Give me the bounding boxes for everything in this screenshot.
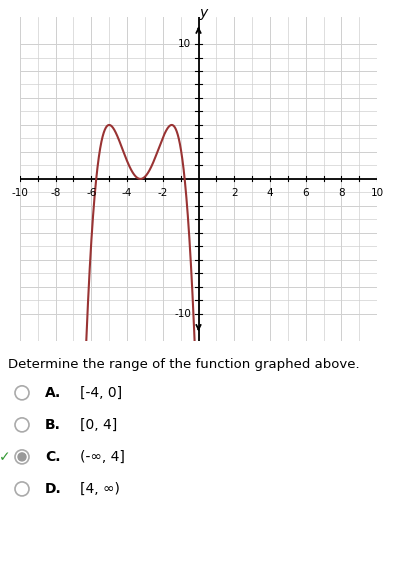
Text: 4: 4: [267, 189, 273, 198]
Text: (-∞, 4]: (-∞, 4]: [80, 450, 125, 464]
Text: -4: -4: [122, 189, 132, 198]
Text: -8: -8: [50, 189, 61, 198]
Text: -2: -2: [158, 189, 168, 198]
Text: -10: -10: [12, 189, 28, 198]
Text: B.: B.: [45, 418, 61, 432]
Text: [-4, 0]: [-4, 0]: [80, 386, 122, 400]
Text: 8: 8: [338, 189, 345, 198]
Text: ✓: ✓: [0, 450, 11, 464]
Text: -10: -10: [174, 309, 191, 319]
Text: C.: C.: [45, 450, 60, 464]
Text: 10: 10: [178, 39, 191, 49]
Text: A.: A.: [45, 386, 61, 400]
Circle shape: [18, 453, 26, 461]
Text: [0, 4]: [0, 4]: [80, 418, 117, 432]
Text: -6: -6: [86, 189, 96, 198]
Text: 2: 2: [231, 189, 237, 198]
Text: 10: 10: [370, 189, 384, 198]
Text: 6: 6: [303, 189, 309, 198]
Text: y: y: [200, 6, 208, 20]
Text: [4, ∞): [4, ∞): [80, 482, 120, 496]
Text: D.: D.: [45, 482, 62, 496]
Text: Determine the range of the function graphed above.: Determine the range of the function grap…: [8, 358, 360, 371]
